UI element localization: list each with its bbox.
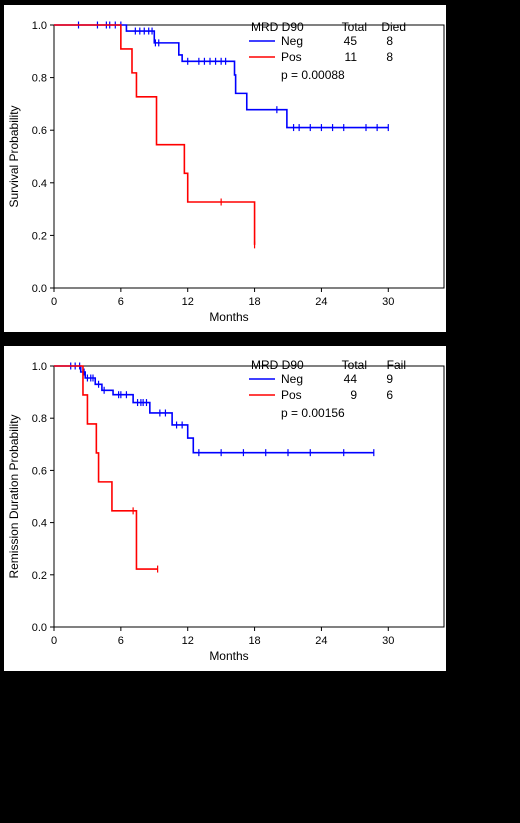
y-tick-label: 0.2 (32, 230, 47, 242)
x-tick-label: 6 (118, 296, 124, 308)
x-tick-label: 30 (382, 635, 394, 647)
legend-header-count: Fail (387, 358, 406, 372)
legend-pvalue: p = 0.00088 (281, 68, 345, 82)
plot-frame (53, 365, 445, 628)
y-tick-label: 0.8 (32, 73, 47, 85)
y-tick-label: 0.6 (32, 465, 47, 477)
legend-count: 9 (386, 372, 393, 386)
x-tick-label: 12 (182, 296, 194, 308)
y-tick-label: 0.0 (32, 622, 47, 634)
x-tick-label: 24 (315, 296, 327, 308)
x-tick-label: 18 (248, 296, 260, 308)
series-line-neg (54, 24, 389, 129)
x-axis-label: Months (209, 649, 248, 663)
y-axis-label: Survival Probability (7, 105, 21, 207)
y-tick-label: 0.4 (32, 178, 47, 190)
legend-label-pos: Pos (281, 388, 302, 402)
series-line-pos (54, 365, 158, 570)
y-tick-label: 1.0 (32, 361, 47, 373)
x-tick-label: 12 (182, 635, 194, 647)
legend-count: 8 (386, 50, 393, 64)
x-tick-label: 0 (51, 635, 57, 647)
x-tick-label: 18 (248, 635, 260, 647)
plot-frame (53, 24, 445, 289)
series-line-pos (54, 24, 256, 245)
legend-header-count: Died (381, 20, 406, 34)
legend-count: 8 (386, 34, 393, 48)
y-tick-label: 0.8 (32, 413, 47, 425)
legend-header-total: Total (342, 20, 367, 34)
y-tick-label: 1.0 (32, 20, 47, 32)
legend-header-total: Total (342, 358, 367, 372)
y-tick-label: 0.2 (32, 570, 47, 582)
y-tick-label: 0.6 (32, 125, 47, 137)
x-axis-label: Months (209, 310, 248, 324)
x-tick-label: 0 (51, 296, 57, 308)
legend-total: 45 (344, 34, 358, 48)
y-axis-label: Remission Duration Probability (7, 414, 21, 578)
legend-label-neg: Neg (281, 34, 303, 48)
legend-label-neg: Neg (281, 372, 303, 386)
legend-label-pos: Pos (281, 50, 302, 64)
remission-panel: 0 6 12 18 24 30 0.0 0.2 0.4 0.6 0.8 1.0 Months Remiss… (4, 346, 446, 671)
survival-panel: 0 6 12 18 24 30 0.0 0.2 0.4 0.6 0.8 1.0 Months Surviv… (4, 5, 446, 332)
legend-count: 6 (386, 388, 393, 402)
x-tick-label: 30 (382, 296, 394, 308)
legend-pvalue: p = 0.00156 (281, 406, 345, 420)
survival-chart: 0 6 12 18 24 30 0.0 0.2 0.4 0.6 0.8 1.0 Months Surviv… (7, 20, 445, 324)
y-tick-label: 0.4 (32, 518, 47, 530)
legend-header-group: MRD D90 (251, 20, 304, 34)
legend-total: 11 (345, 50, 358, 64)
y-tick-label: 0.0 (32, 283, 47, 295)
legend-total: 9 (350, 388, 357, 402)
remission-chart: 0 6 12 18 24 30 0.0 0.2 0.4 0.6 0.8 1.0 Months Remiss… (7, 358, 445, 663)
x-tick-label: 24 (315, 635, 327, 647)
x-tick-label: 6 (118, 635, 124, 647)
legend-header-group: MRD D90 (251, 358, 304, 372)
legend-total: 44 (344, 372, 358, 386)
series-line-neg (54, 365, 374, 454)
